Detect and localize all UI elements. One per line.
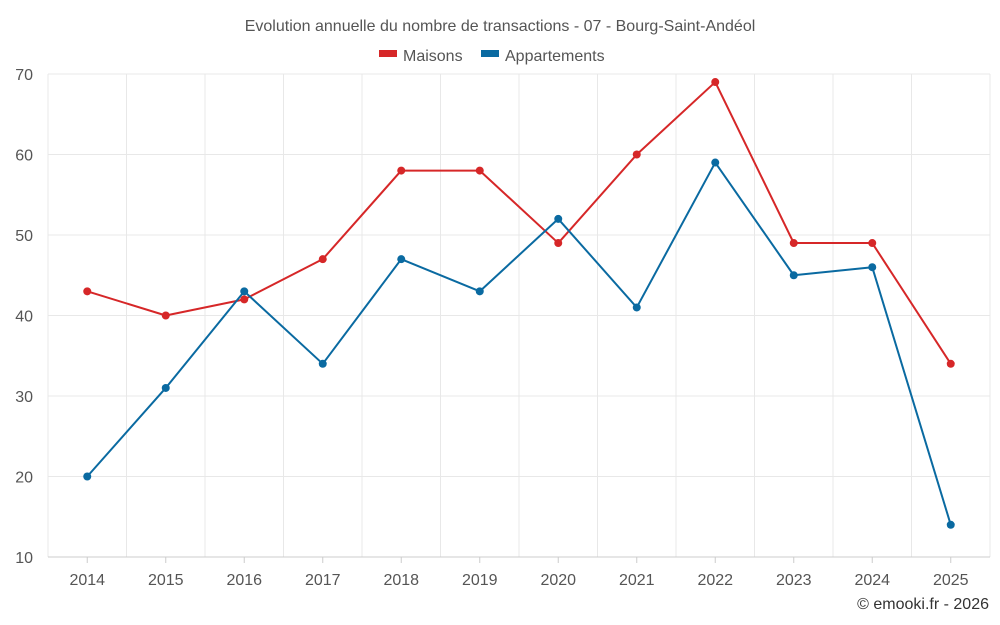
data-point-maisons[interactable] bbox=[318, 255, 327, 264]
y-tick-label: 60 bbox=[15, 148, 33, 165]
data-point-appartements[interactable] bbox=[946, 520, 955, 529]
data-point-appartements[interactable] bbox=[83, 472, 92, 481]
x-tick-label: 2017 bbox=[305, 572, 341, 589]
series-line-maisons[interactable] bbox=[86, 81, 952, 365]
series-layer bbox=[83, 78, 955, 529]
y-tick-label: 30 bbox=[15, 389, 33, 406]
data-point-appartements[interactable] bbox=[397, 255, 406, 264]
legend-label-maisons[interactable]: Maisons bbox=[403, 48, 463, 65]
data-point-appartements[interactable] bbox=[711, 158, 720, 167]
data-point-maisons[interactable] bbox=[789, 239, 798, 248]
chart-title: Evolution annuelle du nombre de transact… bbox=[245, 18, 756, 35]
x-tick-label: 2020 bbox=[540, 572, 576, 589]
data-point-appartements[interactable] bbox=[318, 359, 327, 368]
y-tick-label: 20 bbox=[15, 470, 33, 487]
legend-swatch-maisons[interactable] bbox=[379, 50, 397, 57]
x-tick-label: 2021 bbox=[619, 572, 655, 589]
data-point-appartements[interactable] bbox=[868, 263, 877, 272]
credit-text: © emooki.fr - 2026 bbox=[857, 596, 989, 613]
x-tick-label: 2018 bbox=[383, 572, 419, 589]
x-tick-label: 2023 bbox=[776, 572, 812, 589]
data-point-appartements[interactable] bbox=[632, 303, 641, 312]
series-line-appartements[interactable] bbox=[86, 161, 952, 526]
x-tick-label: 2022 bbox=[697, 572, 733, 589]
y-tick-label: 10 bbox=[15, 550, 33, 567]
x-tick-label: 2024 bbox=[854, 572, 890, 589]
x-tick-label: 2016 bbox=[226, 572, 262, 589]
data-point-maisons[interactable] bbox=[554, 239, 563, 248]
y-tick-label: 40 bbox=[15, 309, 33, 326]
data-point-maisons[interactable] bbox=[83, 287, 92, 296]
data-point-maisons[interactable] bbox=[397, 166, 406, 175]
data-point-appartements[interactable] bbox=[554, 214, 563, 223]
y-tick-label: 70 bbox=[15, 67, 33, 84]
data-point-maisons[interactable] bbox=[240, 295, 249, 304]
data-point-appartements[interactable] bbox=[789, 271, 798, 280]
data-point-maisons[interactable] bbox=[632, 150, 641, 159]
data-point-maisons[interactable] bbox=[475, 166, 484, 175]
x-axis: 2014 2015 2016 2017 2018 2019 2020 2021 2022 2023… bbox=[48, 556, 990, 589]
data-point-maisons[interactable] bbox=[868, 239, 877, 248]
data-point-appartements[interactable] bbox=[475, 287, 484, 296]
data-point-maisons[interactable] bbox=[161, 311, 170, 320]
data-point-maisons[interactable] bbox=[946, 359, 955, 368]
data-point-appartements[interactable] bbox=[161, 383, 170, 392]
data-point-appartements[interactable] bbox=[240, 287, 249, 296]
x-tick-label: 2014 bbox=[69, 572, 105, 589]
grid bbox=[47, 73, 991, 558]
x-tick-label: 2015 bbox=[148, 572, 184, 589]
y-tick-label: 50 bbox=[15, 228, 33, 245]
data-point-maisons[interactable] bbox=[711, 78, 720, 87]
legend: Maisons Appartements bbox=[379, 48, 605, 65]
legend-swatch-appartements[interactable] bbox=[481, 50, 499, 57]
y-axis: 10 20 30 40 50 60 70 bbox=[15, 67, 33, 567]
x-tick-label: 2025 bbox=[933, 572, 969, 589]
x-tick-label: 2019 bbox=[462, 572, 498, 589]
legend-label-appartements[interactable]: Appartements bbox=[505, 48, 605, 65]
